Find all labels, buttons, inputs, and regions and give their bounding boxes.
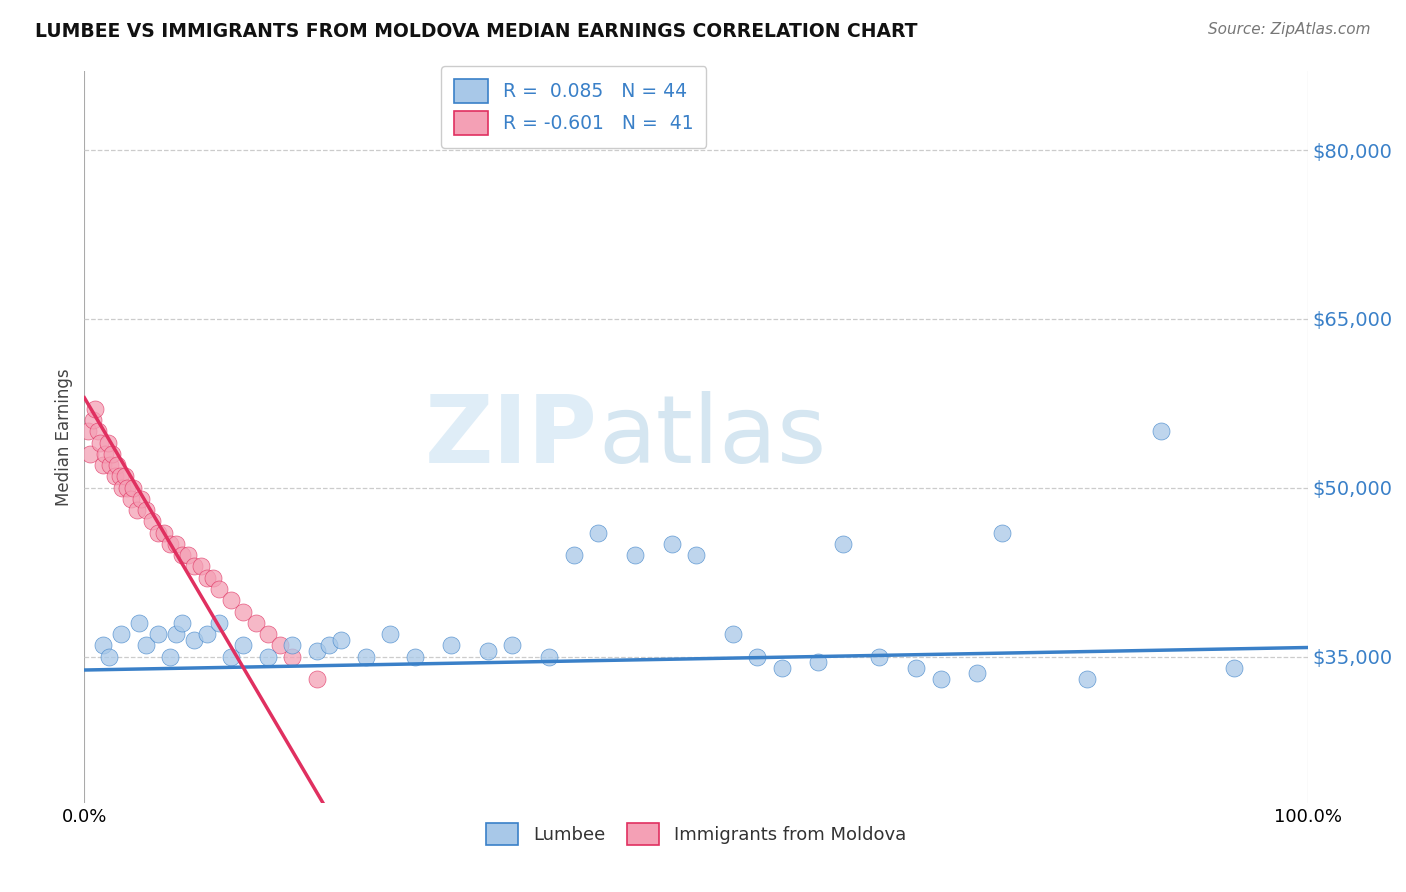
Point xyxy=(97,649,120,664)
Text: ZIP: ZIP xyxy=(425,391,598,483)
Point xyxy=(1223,661,1246,675)
Point xyxy=(477,644,499,658)
Point xyxy=(440,638,463,652)
Point xyxy=(77,425,100,439)
Point xyxy=(869,649,891,664)
Point xyxy=(281,638,304,652)
Point xyxy=(232,638,254,652)
Point xyxy=(538,649,561,664)
Point xyxy=(770,661,793,675)
Point xyxy=(111,481,134,495)
Point xyxy=(1150,425,1173,439)
Point xyxy=(257,627,280,641)
Point xyxy=(79,447,101,461)
Point xyxy=(165,627,187,641)
Point xyxy=(82,413,104,427)
Point xyxy=(330,632,353,647)
Point xyxy=(104,469,127,483)
Text: LUMBEE VS IMMIGRANTS FROM MOLDOVA MEDIAN EARNINGS CORRELATION CHART: LUMBEE VS IMMIGRANTS FROM MOLDOVA MEDIAN… xyxy=(35,22,918,41)
Point xyxy=(305,672,328,686)
Point xyxy=(183,632,205,647)
Point xyxy=(115,481,138,495)
Point xyxy=(219,649,242,664)
Point xyxy=(624,548,647,562)
Point xyxy=(110,627,132,641)
Point xyxy=(219,593,242,607)
Point xyxy=(929,672,952,686)
Point xyxy=(153,525,176,540)
Point xyxy=(208,615,231,630)
Point xyxy=(87,425,110,439)
Legend: Lumbee, Immigrants from Moldova: Lumbee, Immigrants from Moldova xyxy=(478,816,914,852)
Point xyxy=(269,638,291,652)
Point xyxy=(146,627,169,641)
Point xyxy=(661,537,683,551)
Point xyxy=(165,537,187,551)
Point xyxy=(747,649,769,664)
Point xyxy=(905,661,928,675)
Point xyxy=(91,638,114,652)
Point xyxy=(966,666,988,681)
Point xyxy=(685,548,707,562)
Point xyxy=(84,401,107,416)
Point xyxy=(232,605,254,619)
Point xyxy=(404,649,426,664)
Point xyxy=(122,481,145,495)
Text: atlas: atlas xyxy=(598,391,827,483)
Point xyxy=(208,582,231,596)
Point xyxy=(89,435,111,450)
Point xyxy=(91,458,114,473)
Point xyxy=(94,447,117,461)
Point xyxy=(129,491,152,506)
Point xyxy=(97,435,120,450)
Point xyxy=(195,627,218,641)
Text: Source: ZipAtlas.com: Source: ZipAtlas.com xyxy=(1208,22,1371,37)
Point xyxy=(172,548,194,562)
Point xyxy=(105,458,128,473)
Point xyxy=(991,525,1014,540)
Point xyxy=(721,627,744,641)
Point xyxy=(190,559,212,574)
Point xyxy=(281,649,304,664)
Point xyxy=(159,649,181,664)
Point xyxy=(108,469,131,483)
Point xyxy=(305,644,328,658)
Y-axis label: Median Earnings: Median Earnings xyxy=(55,368,73,506)
Point xyxy=(831,537,853,551)
Point xyxy=(141,515,163,529)
Point xyxy=(159,537,181,551)
Point xyxy=(257,649,280,664)
Point xyxy=(120,491,142,506)
Point xyxy=(135,503,157,517)
Point xyxy=(114,469,136,483)
Point xyxy=(172,615,194,630)
Point xyxy=(128,615,150,630)
Point xyxy=(101,447,124,461)
Point xyxy=(354,649,377,664)
Point xyxy=(125,503,148,517)
Point xyxy=(177,548,200,562)
Point xyxy=(318,638,340,652)
Point xyxy=(807,655,830,669)
Point xyxy=(586,525,609,540)
Point xyxy=(562,548,585,562)
Point xyxy=(201,571,224,585)
Point xyxy=(502,638,524,652)
Point xyxy=(195,571,218,585)
Point xyxy=(245,615,267,630)
Point xyxy=(1076,672,1098,686)
Point xyxy=(146,525,169,540)
Point xyxy=(183,559,205,574)
Point xyxy=(135,638,157,652)
Point xyxy=(98,458,121,473)
Point xyxy=(380,627,402,641)
